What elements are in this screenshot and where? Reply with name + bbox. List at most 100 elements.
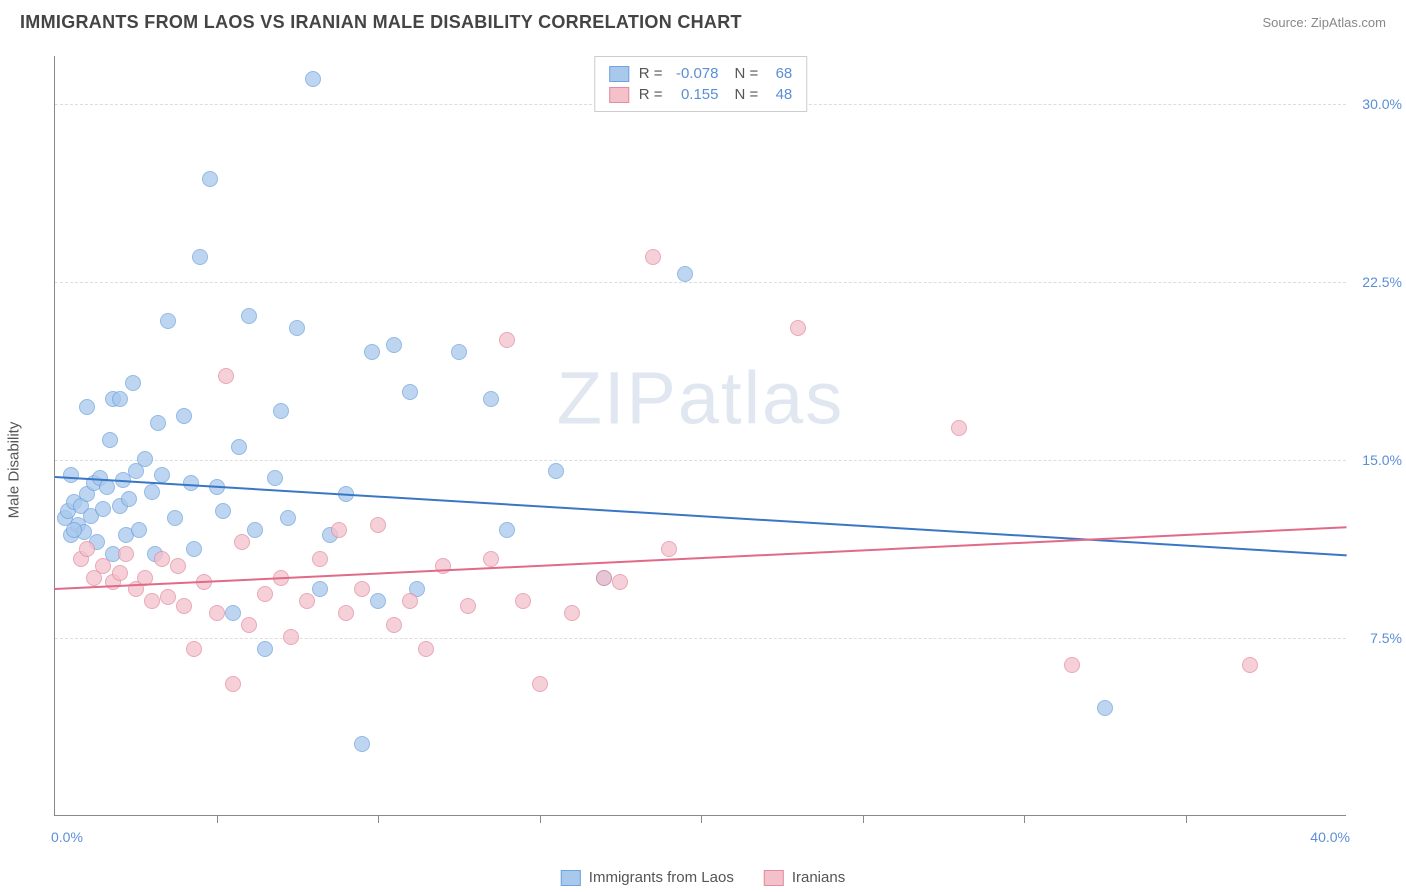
data-point — [241, 308, 257, 324]
watermark-thin: atlas — [678, 356, 844, 439]
data-point — [186, 641, 202, 657]
legend-swatch — [764, 870, 784, 886]
data-point — [202, 171, 218, 187]
data-point — [167, 510, 183, 526]
data-point — [225, 676, 241, 692]
legend-stats-box: R = -0.078 N = 68 R =0.155N =48 — [594, 56, 808, 112]
legend-stat-row: R = -0.078 N = 68 — [609, 63, 793, 84]
data-point — [418, 641, 434, 657]
data-point — [79, 541, 95, 557]
data-point — [102, 432, 118, 448]
data-point — [192, 249, 208, 265]
data-point — [305, 71, 321, 87]
data-point — [209, 605, 225, 621]
data-point — [661, 541, 677, 557]
legend-r-label: R = — [639, 65, 663, 82]
data-point — [312, 581, 328, 597]
chart-container: Male Disability ZIPatlas R =-0.078N =68R… — [0, 48, 1406, 892]
data-point — [215, 503, 231, 519]
data-point — [532, 676, 548, 692]
data-point — [131, 522, 147, 538]
data-point — [125, 375, 141, 391]
data-point — [354, 581, 370, 597]
data-point — [154, 551, 170, 567]
data-point — [289, 320, 305, 336]
data-point — [144, 484, 160, 500]
data-point — [645, 249, 661, 265]
data-point — [564, 605, 580, 621]
data-point — [612, 574, 628, 590]
data-point — [257, 641, 273, 657]
y-axis-label: Male Disability — [6, 422, 23, 519]
data-point — [790, 320, 806, 336]
x-tick-mark — [701, 815, 702, 823]
gridline — [55, 638, 1346, 639]
x-tick-mark — [863, 815, 864, 823]
x-tick-mark — [217, 815, 218, 823]
data-point — [370, 517, 386, 533]
x-tick-mark — [1024, 815, 1025, 823]
legend-bottom: Immigrants from Laos Iranians — [561, 869, 845, 886]
data-point — [364, 344, 380, 360]
data-point — [154, 467, 170, 483]
data-point — [460, 598, 476, 614]
legend-n-label: N = — [735, 65, 759, 82]
data-point — [176, 598, 192, 614]
data-point — [257, 586, 273, 602]
gridline — [55, 282, 1346, 283]
data-point — [112, 391, 128, 407]
data-point — [402, 384, 418, 400]
data-point — [144, 593, 160, 609]
legend-n-value: 68 — [764, 65, 792, 82]
legend-r-value: -0.078 — [669, 65, 719, 82]
y-tick-label: 22.5% — [1352, 274, 1402, 290]
data-point — [183, 475, 199, 491]
data-point — [241, 617, 257, 633]
data-point — [121, 491, 137, 507]
data-point — [160, 313, 176, 329]
data-point — [63, 467, 79, 483]
data-point — [186, 541, 202, 557]
data-point — [112, 565, 128, 581]
data-point — [499, 522, 515, 538]
legend-swatch — [609, 66, 629, 82]
data-point — [99, 479, 115, 495]
data-point — [225, 605, 241, 621]
data-point — [370, 593, 386, 609]
data-point — [331, 522, 347, 538]
data-point — [267, 470, 283, 486]
data-point — [95, 501, 111, 517]
data-point — [170, 558, 186, 574]
data-point — [515, 593, 531, 609]
x-tick-label: 0.0% — [51, 829, 83, 845]
data-point — [1242, 657, 1258, 673]
data-point — [386, 617, 402, 633]
data-point — [299, 593, 315, 609]
chart-title: IMMIGRANTS FROM LAOS VS IRANIAN MALE DIS… — [20, 12, 742, 33]
data-point — [499, 332, 515, 348]
x-tick-mark — [378, 815, 379, 823]
data-point — [280, 510, 296, 526]
data-point — [483, 551, 499, 567]
y-tick-label: 30.0% — [1352, 96, 1402, 112]
data-point — [79, 399, 95, 415]
legend-series-item: Immigrants from Laos — [561, 869, 734, 886]
source-label: Source: — [1262, 15, 1310, 30]
data-point — [677, 266, 693, 282]
data-point — [273, 403, 289, 419]
x-tick-mark — [1186, 815, 1187, 823]
watermark-bold: ZIP — [557, 356, 678, 439]
data-point — [150, 415, 166, 431]
source-value: ZipAtlas.com — [1311, 15, 1386, 30]
data-point — [137, 451, 153, 467]
legend-series-item: Iranians — [764, 869, 845, 886]
data-point — [234, 534, 250, 550]
legend-stat-row: R =0.155N =48 — [609, 84, 793, 105]
title-bar: IMMIGRANTS FROM LAOS VS IRANIAN MALE DIS… — [0, 0, 1406, 41]
y-tick-label: 7.5% — [1352, 630, 1402, 646]
plot-area: ZIPatlas R =-0.078N =68R =0.155N =48 7.5… — [54, 56, 1346, 816]
data-point — [386, 337, 402, 353]
x-tick-label: 40.0% — [1310, 829, 1350, 845]
data-point — [483, 391, 499, 407]
data-point — [218, 368, 234, 384]
